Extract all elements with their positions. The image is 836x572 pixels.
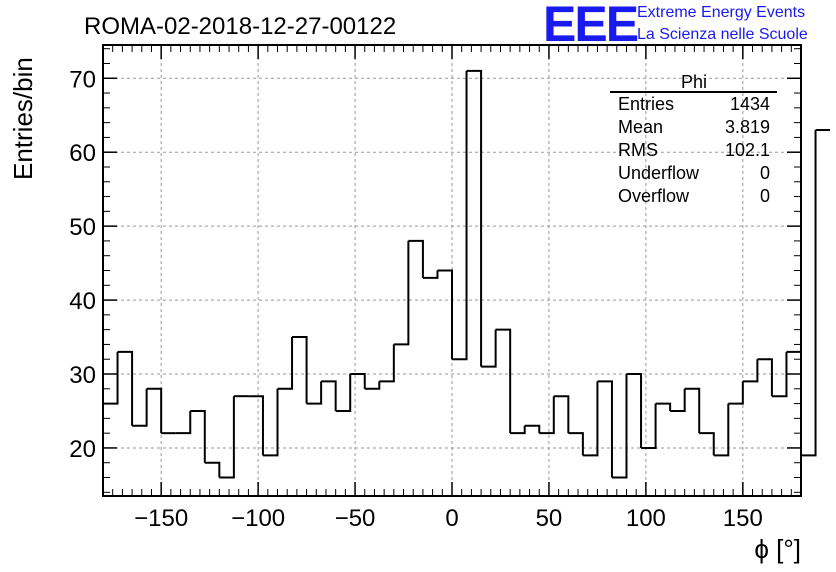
stats-rms-label: RMS [618, 140, 658, 160]
histogram-bin [539, 396, 555, 435]
histogram-bin [422, 270, 439, 279]
histogram-bin [437, 269, 453, 360]
histogram-bin [757, 358, 773, 397]
logo-line-2: La Scienza nelle Scuole [637, 26, 808, 43]
histogram-bin [408, 239, 424, 278]
histogram-bin [801, 130, 817, 457]
histogram-bin [771, 351, 788, 398]
histogram-bin [553, 395, 570, 434]
histogram-bin [204, 461, 221, 478]
stats-underflow-label: Underflow [618, 163, 700, 183]
histogram-bin [262, 388, 279, 457]
histogram-bin [379, 344, 395, 383]
x-axis-title: ϕ [°] [754, 534, 801, 564]
eee-logo: EEE Extreme Energy Events La Scienza nel… [543, 0, 808, 52]
stats-entries-label: Entries [618, 94, 674, 114]
histogram-bin [393, 240, 410, 346]
histogram-bin [335, 374, 352, 412]
y-tick-label: 50 [69, 214, 96, 241]
histogram-bin [146, 387, 163, 434]
y-tick-label: 70 [69, 66, 96, 93]
x-tick-label: 150 [723, 505, 763, 532]
histogram-bin [277, 337, 294, 390]
histogram-bin [350, 373, 366, 389]
histogram-bin [495, 328, 512, 434]
histogram-layer [103, 69, 831, 479]
histogram-bin [175, 410, 192, 435]
histogram-bin [641, 403, 657, 449]
stats-overflow-label: Overflow [618, 186, 690, 206]
y-tick-label: 40 [69, 288, 96, 315]
histogram-bin [466, 69, 483, 367]
histogram-bin [306, 381, 323, 405]
y-tick-label: 60 [69, 140, 96, 167]
histogram-bin [728, 381, 744, 405]
histogram-bin [321, 380, 337, 411]
histogram-bin [597, 380, 613, 478]
histogram-bin [481, 329, 497, 368]
stats-overflow-value: 0 [760, 186, 770, 206]
stats-mean-value: 3.819 [725, 117, 770, 137]
x-tick-label: −50 [335, 505, 376, 532]
y-tick-label: 20 [69, 436, 96, 463]
histogram-bin [524, 424, 541, 434]
stats-underflow-value: 0 [760, 163, 770, 183]
stats-name: Phi [681, 72, 707, 92]
histogram-bin [713, 403, 730, 457]
histogram-bin [568, 432, 584, 456]
x-tick-label: 50 [536, 505, 563, 532]
stats-rms-value: 102.1 [725, 140, 770, 160]
x-tick-label: 0 [445, 505, 458, 532]
logo-mark: EEE [543, 0, 638, 52]
stats-entries-value: 1434 [730, 94, 770, 114]
histogram-bin [510, 425, 526, 435]
histogram-bin [699, 432, 715, 456]
histogram-bin [117, 350, 134, 426]
stats-box: Phi Entries 1434 Mean 3.819 RMS 102.1 Un… [610, 72, 777, 206]
histogram-bin [132, 388, 148, 427]
histogram-bin [364, 381, 381, 390]
histogram-bin [684, 387, 701, 434]
logo-line-1: Extreme Energy Events [637, 4, 805, 21]
histogram-bin [452, 70, 468, 361]
histogram-bin [582, 381, 599, 457]
x-tick-label: −100 [231, 505, 285, 532]
histogram-bin [670, 388, 686, 412]
histogram-bin [190, 409, 206, 463]
y-axis-title: Entries/bin [8, 57, 38, 180]
chart-title: ROMA-02-2018-12-27-00122 [84, 13, 396, 40]
x-tick-label: 100 [626, 505, 666, 532]
histogram-bin [655, 402, 672, 411]
axis-layer: −150 −100 −50 0 50 100 150 20 30 40 50 60 70 [69, 45, 801, 532]
histogram-bin [292, 336, 308, 404]
histogram-bin [626, 373, 643, 448]
y-tick-label: 30 [69, 362, 96, 389]
x-tick-label: −150 [134, 505, 188, 532]
stats-mean-label: Mean [618, 117, 663, 137]
histogram-bin [219, 396, 235, 479]
histogram-bin [611, 374, 628, 479]
histogram-bin [742, 359, 759, 383]
histogram-bin [248, 395, 264, 456]
